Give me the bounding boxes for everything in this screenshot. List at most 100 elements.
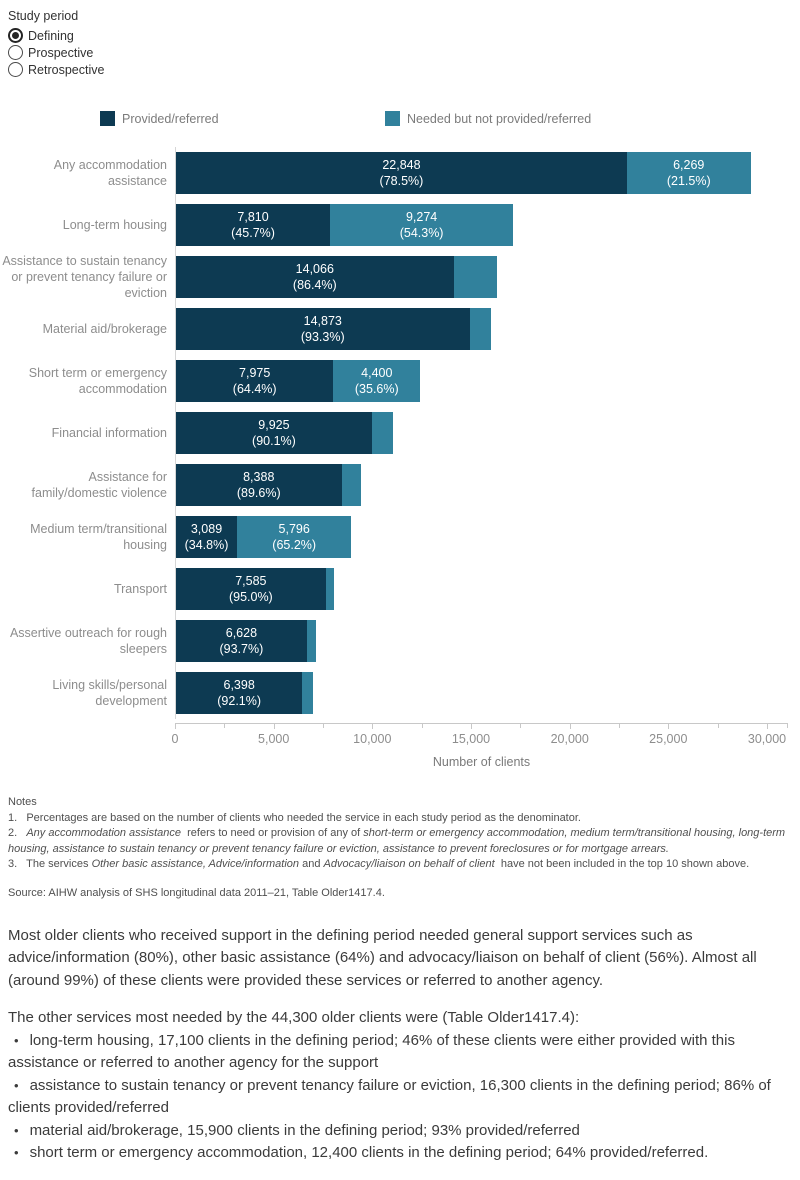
bullet-list-item: • material aid/brokerage, 15,900 clients …: [8, 1120, 792, 1143]
bar-segment-provided[interactable]: 7,810 (45.7%): [176, 204, 331, 246]
notes-items: 1. Percentages are based on the number o…: [8, 811, 792, 873]
axis-tick-label: 15,000: [451, 732, 491, 746]
axis-tick: [323, 724, 324, 728]
bar-segment-needed[interactable]: [325, 568, 334, 610]
row-plot: 7,810 (45.7%) 9,274 (54.3%): [175, 199, 788, 251]
bar-pct-label: (45.7%): [231, 226, 275, 240]
bar-pct-label: (93.7%): [219, 642, 264, 656]
bar-pct-label: (34.8%): [184, 538, 229, 552]
chart-row: Transport 7,585 (95.0%): [0, 563, 800, 615]
legend-item[interactable]: Provided/referred: [100, 111, 219, 126]
study-period-title: Study period: [8, 9, 79, 23]
axis-tick-label: 10,000: [353, 732, 392, 746]
bar-segment-provided[interactable]: 7,975 (64.4%): [176, 360, 334, 402]
radio-option-defining[interactable]: Defining: [8, 27, 800, 44]
bar-segment-provided[interactable]: 8,388 (89.6%): [176, 464, 342, 506]
bar-segment-provided[interactable]: 9,925 (90.1%): [176, 412, 372, 454]
study-period-options: Defining Prospective Retrospective: [8, 27, 800, 78]
legend-item[interactable]: Needed but not provided/referred: [385, 111, 591, 126]
bar-value-label: 9,925: [258, 418, 290, 432]
bar-value-label: 3,089: [190, 522, 223, 536]
bar-segment-provided[interactable]: 14,066 (86.4%): [176, 256, 454, 298]
legend-swatch-icon: [385, 111, 400, 126]
bar-value-label: 6,398: [223, 678, 255, 692]
bullet-list-item: • assistance to sustain tenancy or preven…: [8, 1075, 792, 1120]
notes-heading: Notes: [8, 796, 37, 808]
bar-segment-needed[interactable]: 4,400 (35.6%): [333, 360, 421, 402]
chart-row: Medium term/transitional housing 3,089 (34…: [0, 511, 800, 563]
radio-selected-icon: [8, 28, 23, 43]
bar-segment-needed[interactable]: [469, 308, 491, 350]
row-category-label: Transport: [113, 582, 167, 596]
bar-value-label: 5,796: [278, 522, 310, 536]
bar-pct-label: (21.5%): [666, 174, 711, 188]
bar-value-label: 7,975: [239, 366, 271, 380]
row-category-label: Long-term housing: [62, 218, 167, 232]
bar-pct-label: (95.0%): [228, 590, 273, 604]
bar-segment-needed[interactable]: [371, 412, 394, 454]
chart-legend: Provided/referred Needed but not provided…: [0, 111, 800, 126]
bullet-icon: •: [14, 1032, 19, 1048]
bullet-icon: •: [14, 1077, 19, 1093]
bar-segment-provided[interactable]: 7,585 (95.0%): [176, 568, 326, 610]
axis-tick-label: 25,000: [649, 732, 688, 746]
bar-segment-needed[interactable]: 5,796 (65.2%): [237, 516, 352, 558]
bar-segment-needed[interactable]: [306, 620, 316, 662]
axis-tick: [421, 724, 423, 728]
bar-pct-label: (54.3%): [399, 226, 444, 240]
axis-tick: [767, 724, 768, 729]
bar-value-label: 6,269: [673, 158, 705, 172]
bullet-list-item: • long-term housing, 17,100 clients in th…: [8, 1030, 792, 1075]
bar-pct-label: (90.1%): [252, 434, 296, 448]
axis-tick: [717, 724, 719, 728]
radio-unselected-icon: [8, 45, 23, 60]
radio-option-retrospective[interactable]: Retrospective: [8, 61, 800, 78]
note-item: 2. Any accommodation assistance refers t…: [8, 827, 789, 855]
bar-segment-needed[interactable]: [341, 464, 361, 506]
row-category-label: Material aid/brokerage: [42, 322, 167, 336]
axis-tick: [619, 724, 620, 728]
bar-value-label: 22,848: [382, 158, 421, 172]
radio-option-label: Defining: [28, 28, 74, 43]
legend-swatch-icon: [100, 111, 115, 126]
notes-section: Notes 1. Percentages are based on the nu…: [8, 795, 792, 873]
radio-option-prospective[interactable]: Prospective: [8, 44, 800, 61]
row-category-label: Short term or emergency accommodation: [28, 366, 167, 396]
bar-segment-needed[interactable]: [453, 256, 498, 298]
row-plot: 7,585 (95.0%): [175, 563, 788, 615]
chart-row: Material aid/brokerage 14,873 (93.3%): [0, 303, 800, 355]
bar-segment-provided[interactable]: 6,628 (93.7%): [176, 620, 307, 662]
chart-row: Assistance for family/domestic violence 8…: [0, 459, 800, 511]
bar-pct-label: (35.6%): [354, 382, 399, 396]
row-plot: 6,628 (93.7%): [175, 615, 788, 667]
bar-segment-needed[interactable]: 6,269 (21.5%): [626, 152, 751, 194]
bullet-icon: •: [14, 1145, 19, 1160]
chart-row: Living skills/personal development 6,398 (…: [0, 667, 800, 719]
axis-tick: [569, 724, 571, 729]
axis-tick: [224, 724, 226, 728]
note-item: 3. The services Other basic assistance, …: [8, 858, 750, 870]
bar-value-label: 9,274: [405, 210, 438, 224]
bar-segment-provided[interactable]: 3,089 (34.8%): [176, 516, 237, 558]
row-category-label: Living skills/personal development: [52, 678, 167, 708]
bar-pct-label: (64.4%): [232, 382, 277, 396]
bar-segment-provided[interactable]: 6,398 (92.1%): [176, 672, 303, 714]
bar-pct-label: (89.6%): [236, 486, 281, 500]
row-category-label: Medium term/transitional housing: [30, 522, 167, 552]
axis-tick-label: 30,000: [747, 732, 787, 746]
row-category-label: Assertive outreach for rough sleepers: [9, 626, 167, 656]
axis-tick: [668, 724, 670, 729]
bar-segment-provided[interactable]: 22,848 (78.5%): [176, 152, 627, 194]
bar-segment-provided[interactable]: 14,873 (93.3%): [176, 308, 470, 350]
bar-chart: Any accommodation assistance 22,848 (78.5%…: [0, 147, 800, 719]
bar-value-label: 6,628: [225, 626, 258, 640]
x-axis-title: Number of clients: [432, 755, 531, 769]
row-plot: 7,975 (64.4%) 4,400 (35.6%): [175, 355, 788, 407]
bar-segment-needed[interactable]: 9,274 (54.3%): [330, 204, 514, 246]
bar-segment-needed[interactable]: [302, 672, 314, 714]
bar-pct-label: (93.3%): [300, 330, 345, 344]
paragraph-summary: Most older clients who received support …: [8, 926, 757, 989]
paragraph-intro: The other services most needed by the 44…: [8, 1009, 580, 1026]
row-plot: 14,066 (86.4%): [175, 251, 788, 303]
row-plot: 3,089 (34.8%) 5,796 (65.2%): [175, 511, 788, 563]
